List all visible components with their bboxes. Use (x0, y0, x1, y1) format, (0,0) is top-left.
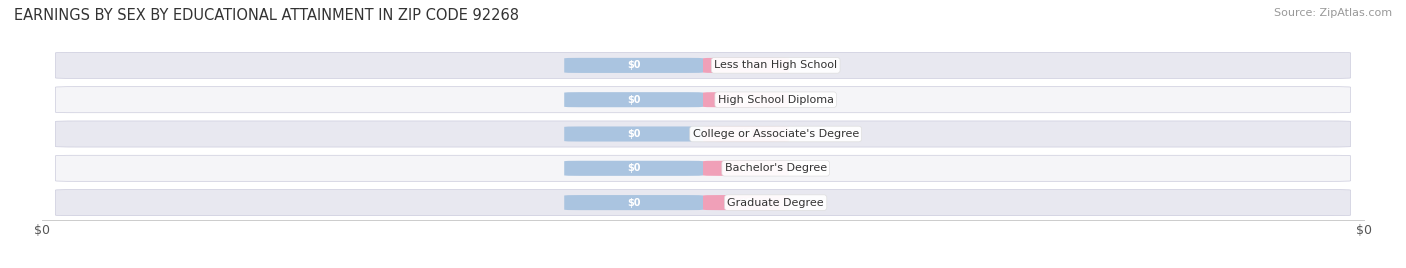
FancyBboxPatch shape (55, 87, 1351, 113)
Text: College or Associate's Degree: College or Associate's Degree (693, 129, 859, 139)
Text: Bachelor's Degree: Bachelor's Degree (724, 163, 827, 173)
FancyBboxPatch shape (703, 92, 789, 107)
Text: $0: $0 (740, 198, 752, 208)
FancyBboxPatch shape (55, 52, 1351, 79)
Text: EARNINGS BY SEX BY EDUCATIONAL ATTAINMENT IN ZIP CODE 92268: EARNINGS BY SEX BY EDUCATIONAL ATTAINMEN… (14, 8, 519, 23)
Text: $0: $0 (627, 163, 640, 173)
Text: $0: $0 (740, 163, 752, 173)
Text: $0: $0 (627, 95, 640, 105)
FancyBboxPatch shape (55, 189, 1351, 216)
FancyBboxPatch shape (564, 161, 703, 176)
Text: Less than High School: Less than High School (714, 60, 837, 70)
Text: High School Diploma: High School Diploma (717, 95, 834, 105)
Text: $0: $0 (627, 198, 640, 208)
FancyBboxPatch shape (564, 92, 703, 107)
FancyBboxPatch shape (703, 161, 789, 176)
FancyBboxPatch shape (703, 195, 789, 210)
FancyBboxPatch shape (55, 121, 1351, 147)
Text: $0: $0 (740, 95, 752, 105)
FancyBboxPatch shape (564, 126, 703, 142)
Text: $0: $0 (627, 129, 640, 139)
FancyBboxPatch shape (564, 195, 703, 210)
FancyBboxPatch shape (55, 155, 1351, 181)
Text: Source: ZipAtlas.com: Source: ZipAtlas.com (1274, 8, 1392, 18)
FancyBboxPatch shape (564, 58, 703, 73)
Text: $0: $0 (627, 60, 640, 70)
FancyBboxPatch shape (703, 126, 789, 142)
Text: $0: $0 (740, 129, 752, 139)
Text: Graduate Degree: Graduate Degree (727, 198, 824, 208)
FancyBboxPatch shape (703, 58, 789, 73)
Text: $0: $0 (740, 60, 752, 70)
